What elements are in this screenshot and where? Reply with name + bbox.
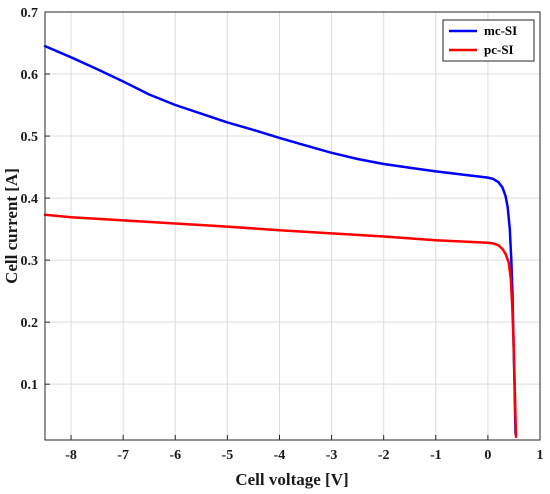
y-axis-title: Cell current [A] [2,168,21,284]
y-tick-label: 0.3 [21,254,39,269]
x-tick-label: -3 [326,448,338,463]
legend: mc-SI pc-SI [442,19,535,62]
x-tick-label: -5 [222,448,234,463]
x-tick-labels: -8 -7 -6 -5 -4 -3 -2 -1 0 1 [65,448,543,463]
x-tick-label: 1 [537,448,544,463]
grid [45,12,540,440]
legend-label-mc-si: mc-SI [484,23,517,38]
series-layer [43,44,518,439]
series-line-pc-si [43,213,518,439]
x-tick-label: 0 [484,448,491,463]
y-tick-label: 0.1 [21,378,39,393]
x-tick-label: -8 [65,448,77,463]
legend-box [442,19,535,62]
x-tick-label: -2 [378,448,390,463]
plot-background [45,12,540,440]
x-tick-label: -6 [169,448,181,463]
y-tick-label: 0.6 [21,68,39,83]
tick-marks [45,11,541,440]
y-tick-label: 0.7 [21,6,39,21]
x-tick-label: -4 [274,448,286,463]
plot-frame [44,11,541,441]
x-axis-title: Cell voltage [V] [235,470,348,489]
y-tick-label: 0.5 [21,130,39,145]
y-tick-label: 0.4 [21,192,39,207]
legend-label-pc-si: pc-SI [484,42,514,57]
x-tick-label: -7 [117,448,129,463]
y-tick-label: 0.2 [21,316,39,331]
y-tick-labels: 0.1 0.2 0.3 0.4 0.5 0.6 0.7 [21,6,39,393]
series-line-mc-si [43,44,517,436]
x-tick-label: -1 [430,448,442,463]
